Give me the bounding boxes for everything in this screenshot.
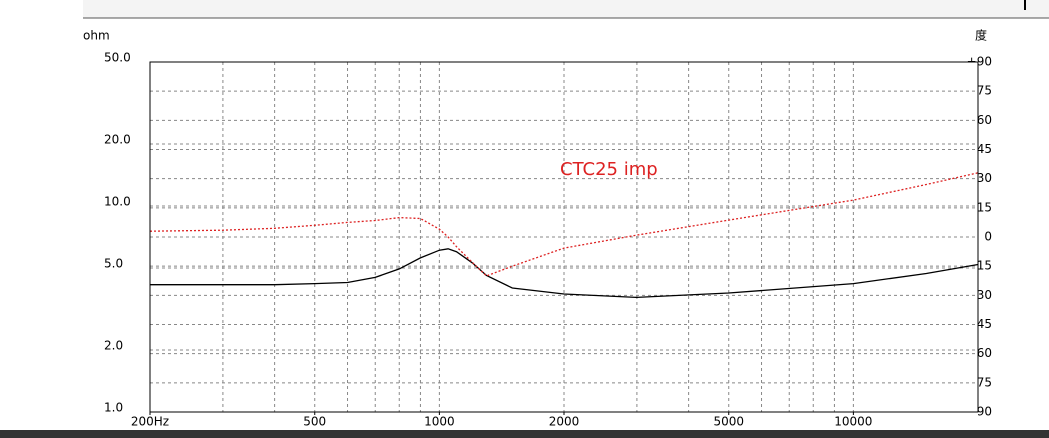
y2-axis-label: 度 — [975, 28, 987, 43]
y-tick-label: 10.0 — [104, 194, 131, 208]
y2-tick-label: 0 — [984, 230, 992, 244]
y-tick-label: 5.0 — [104, 257, 123, 271]
y-tick-label: 50.0 — [104, 51, 131, 65]
annotation: CTC25 imp — [560, 159, 658, 180]
toolbar-strip — [83, 0, 1049, 18]
x-tick-label: 200Hz — [131, 415, 169, 429]
plot-frame — [149, 61, 979, 413]
x-tick-label: 5000 — [713, 415, 744, 429]
y2-tick-label: 60 — [977, 113, 992, 127]
y2-tick-label: 15 — [977, 200, 992, 214]
series-line — [149, 172, 979, 277]
x-tick-label: 2000 — [549, 415, 580, 429]
x-tick-label: 1000 — [424, 415, 455, 429]
y2-tick-label: 75 — [977, 84, 992, 98]
y-tick-label: 20.0 — [104, 132, 131, 146]
y2-tick-label: 30 — [977, 171, 992, 185]
y-axis-label: ohm — [83, 29, 110, 43]
series-line — [150, 248, 979, 299]
y-tick-label: 1.0 — [104, 401, 123, 415]
y2-tick-label: 45 — [977, 142, 992, 156]
bottom-bar — [0, 430, 1049, 438]
y-tick-label: 2.0 — [104, 338, 123, 352]
x-tick-label: 10000 — [834, 415, 872, 429]
x-tick-label: 500 — [303, 415, 326, 429]
